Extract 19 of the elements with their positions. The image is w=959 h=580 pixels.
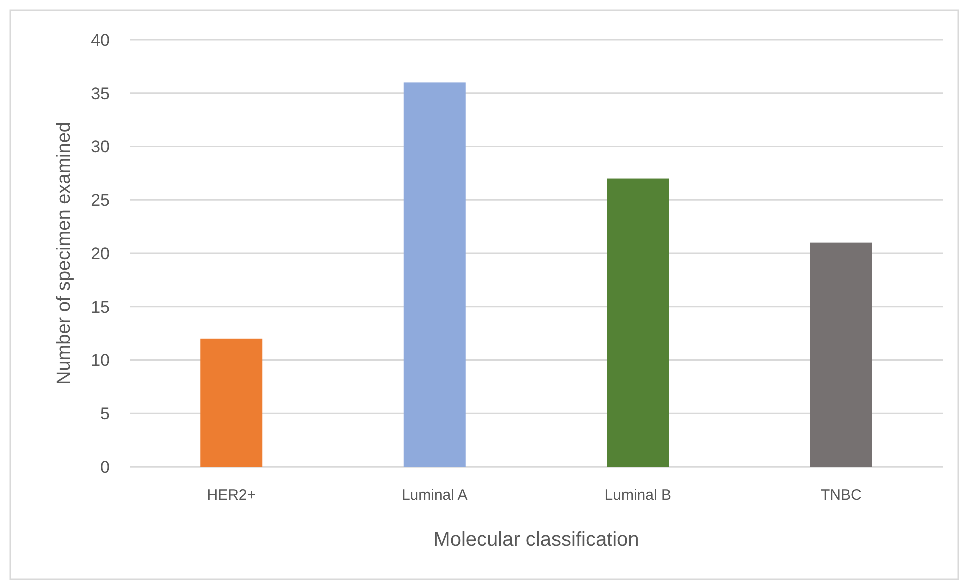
bar xyxy=(810,242,872,467)
y-tick-label: 0 xyxy=(100,458,110,477)
y-tick-label: 40 xyxy=(91,30,110,50)
y-tick-label: 20 xyxy=(91,244,110,264)
y-tick-label: 10 xyxy=(91,351,110,370)
x-tick-label: Luminal B xyxy=(604,487,672,504)
x-tick-label: HER2+ xyxy=(207,487,256,504)
bar xyxy=(607,178,670,467)
x-tick-label: TNBC xyxy=(820,487,862,504)
y-axis-title: Number of specimen examined xyxy=(54,122,75,385)
y-tick-label: 5 xyxy=(100,404,110,424)
bar xyxy=(404,82,466,467)
y-tick-label: 15 xyxy=(91,298,110,317)
y-tick-label: 35 xyxy=(91,84,110,104)
y-tick-label: 30 xyxy=(91,138,110,157)
x-axis-title: Molecular classification xyxy=(434,529,640,551)
bar xyxy=(200,338,263,467)
x-tick-label: Luminal A xyxy=(402,487,468,504)
y-tick-label: 25 xyxy=(91,191,110,210)
